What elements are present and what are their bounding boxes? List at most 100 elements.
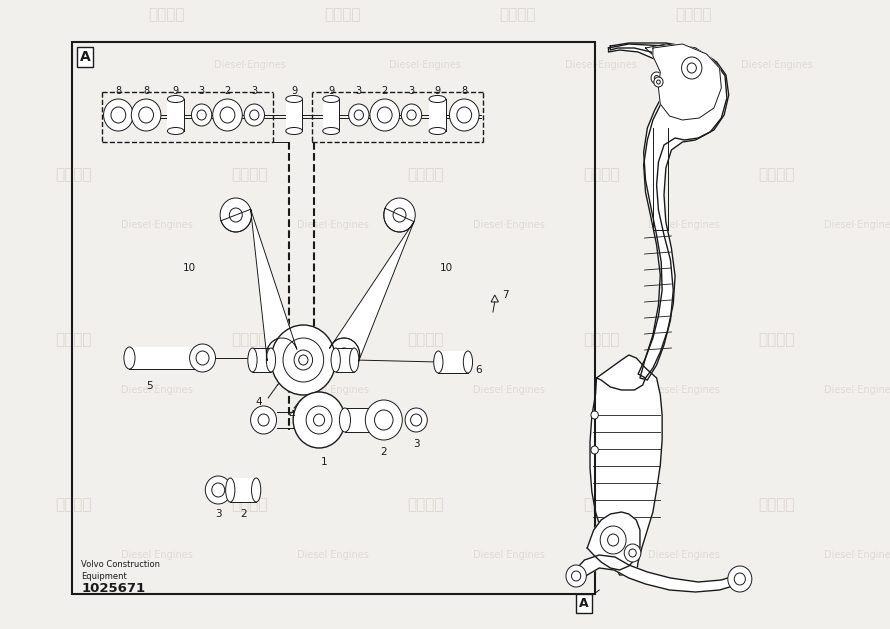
- Circle shape: [728, 566, 752, 592]
- Ellipse shape: [464, 351, 473, 373]
- Text: 9: 9: [434, 86, 441, 96]
- Text: Diesel·Engines: Diesel·Engines: [649, 220, 720, 230]
- Text: Diesel·Engines: Diesel·Engines: [214, 60, 286, 70]
- Text: Diesel·Engines: Diesel·Engines: [649, 550, 720, 560]
- Bar: [72, 42, 595, 594]
- Text: 1025671: 1025671: [81, 582, 145, 595]
- Text: 紧发动力: 紧发动力: [324, 8, 360, 23]
- Circle shape: [283, 338, 324, 382]
- Text: Diesel·Engines: Diesel·Engines: [473, 550, 545, 560]
- Circle shape: [449, 99, 479, 131]
- Text: 9: 9: [173, 86, 179, 96]
- Text: Diesel·Engines: Diesel·Engines: [473, 220, 545, 230]
- Ellipse shape: [323, 96, 339, 103]
- Text: 紧发动力: 紧发动力: [407, 333, 443, 347]
- Text: 4: 4: [289, 410, 295, 420]
- Text: Diesel·Engines: Diesel·Engines: [390, 60, 461, 70]
- Circle shape: [682, 57, 702, 79]
- Text: 2: 2: [240, 509, 247, 519]
- Polygon shape: [611, 43, 727, 378]
- Circle shape: [251, 406, 277, 434]
- Ellipse shape: [252, 478, 261, 502]
- Ellipse shape: [226, 478, 235, 502]
- Circle shape: [591, 411, 598, 419]
- Polygon shape: [587, 512, 640, 570]
- Circle shape: [401, 104, 422, 126]
- Text: 3: 3: [356, 86, 362, 96]
- Bar: [129, 347, 198, 369]
- Text: 紧发动力: 紧发动力: [676, 8, 712, 23]
- Ellipse shape: [286, 96, 303, 103]
- Text: 10: 10: [441, 263, 453, 273]
- Ellipse shape: [167, 96, 184, 103]
- Text: 紧发动力: 紧发动力: [407, 167, 443, 182]
- Bar: [286, 99, 303, 131]
- Bar: [345, 408, 384, 432]
- Text: 1: 1: [320, 457, 327, 467]
- Ellipse shape: [167, 128, 184, 135]
- Text: Diesel·Engines: Diesel·Engines: [121, 385, 193, 395]
- Bar: [231, 478, 256, 502]
- Circle shape: [328, 338, 360, 372]
- Text: 3: 3: [198, 86, 205, 96]
- Text: 3: 3: [409, 86, 415, 96]
- Ellipse shape: [286, 128, 303, 135]
- Ellipse shape: [433, 351, 443, 373]
- Ellipse shape: [331, 348, 340, 372]
- Circle shape: [220, 198, 252, 232]
- Text: 紧发动力: 紧发动力: [231, 333, 268, 347]
- Polygon shape: [590, 355, 662, 575]
- Ellipse shape: [339, 408, 351, 432]
- Polygon shape: [571, 555, 740, 592]
- Bar: [429, 99, 446, 131]
- Polygon shape: [221, 209, 297, 360]
- Ellipse shape: [266, 348, 276, 372]
- Text: 3: 3: [251, 86, 257, 96]
- Text: Volvo Construction
Equipment: Volvo Construction Equipment: [81, 560, 160, 581]
- Text: 2: 2: [381, 447, 387, 457]
- Circle shape: [651, 72, 662, 84]
- Circle shape: [244, 104, 264, 126]
- Bar: [336, 348, 354, 372]
- Text: Diesel·Engines: Diesel·Engines: [297, 550, 368, 560]
- Circle shape: [370, 99, 400, 131]
- Circle shape: [213, 99, 242, 131]
- Circle shape: [266, 338, 298, 372]
- Circle shape: [683, 55, 701, 75]
- Text: 紧发动力: 紧发动力: [499, 8, 536, 23]
- Text: 紧发动力: 紧发动力: [407, 498, 443, 513]
- Text: 紧发动力: 紧发动力: [231, 498, 268, 513]
- Circle shape: [103, 99, 134, 131]
- Text: 紧发动力: 紧发动力: [758, 167, 795, 182]
- Text: Diesel·Engines: Diesel·Engines: [121, 550, 193, 560]
- Circle shape: [190, 344, 215, 372]
- Circle shape: [349, 104, 369, 126]
- Text: 9: 9: [328, 86, 334, 96]
- Text: 7: 7: [503, 290, 509, 300]
- Text: Diesel·Engines: Diesel·Engines: [297, 385, 368, 395]
- Text: Diesel·Engines: Diesel·Engines: [824, 220, 890, 230]
- Text: Diesel·Engines: Diesel·Engines: [297, 220, 368, 230]
- Circle shape: [405, 408, 427, 432]
- Bar: [167, 99, 184, 131]
- Text: Diesel·Engines: Diesel·Engines: [740, 60, 813, 70]
- Text: 5: 5: [147, 381, 153, 391]
- Text: Diesel·Engines: Diesel·Engines: [824, 550, 890, 560]
- Bar: [439, 351, 468, 373]
- Text: Diesel·Engines: Diesel·Engines: [824, 385, 890, 395]
- Text: 8: 8: [116, 86, 121, 96]
- Text: 紧发动力: 紧发动力: [231, 167, 268, 182]
- Text: 2: 2: [224, 86, 231, 96]
- Text: 紧发动力: 紧发动力: [758, 498, 795, 513]
- Ellipse shape: [247, 348, 257, 372]
- Circle shape: [384, 198, 416, 232]
- Circle shape: [206, 476, 231, 504]
- Ellipse shape: [429, 128, 446, 135]
- Polygon shape: [653, 44, 721, 120]
- Text: Diesel·Engines: Diesel·Engines: [565, 60, 637, 70]
- Text: A: A: [578, 597, 588, 610]
- Circle shape: [654, 77, 663, 87]
- Circle shape: [566, 565, 587, 587]
- Bar: [253, 348, 271, 372]
- Bar: [323, 99, 339, 131]
